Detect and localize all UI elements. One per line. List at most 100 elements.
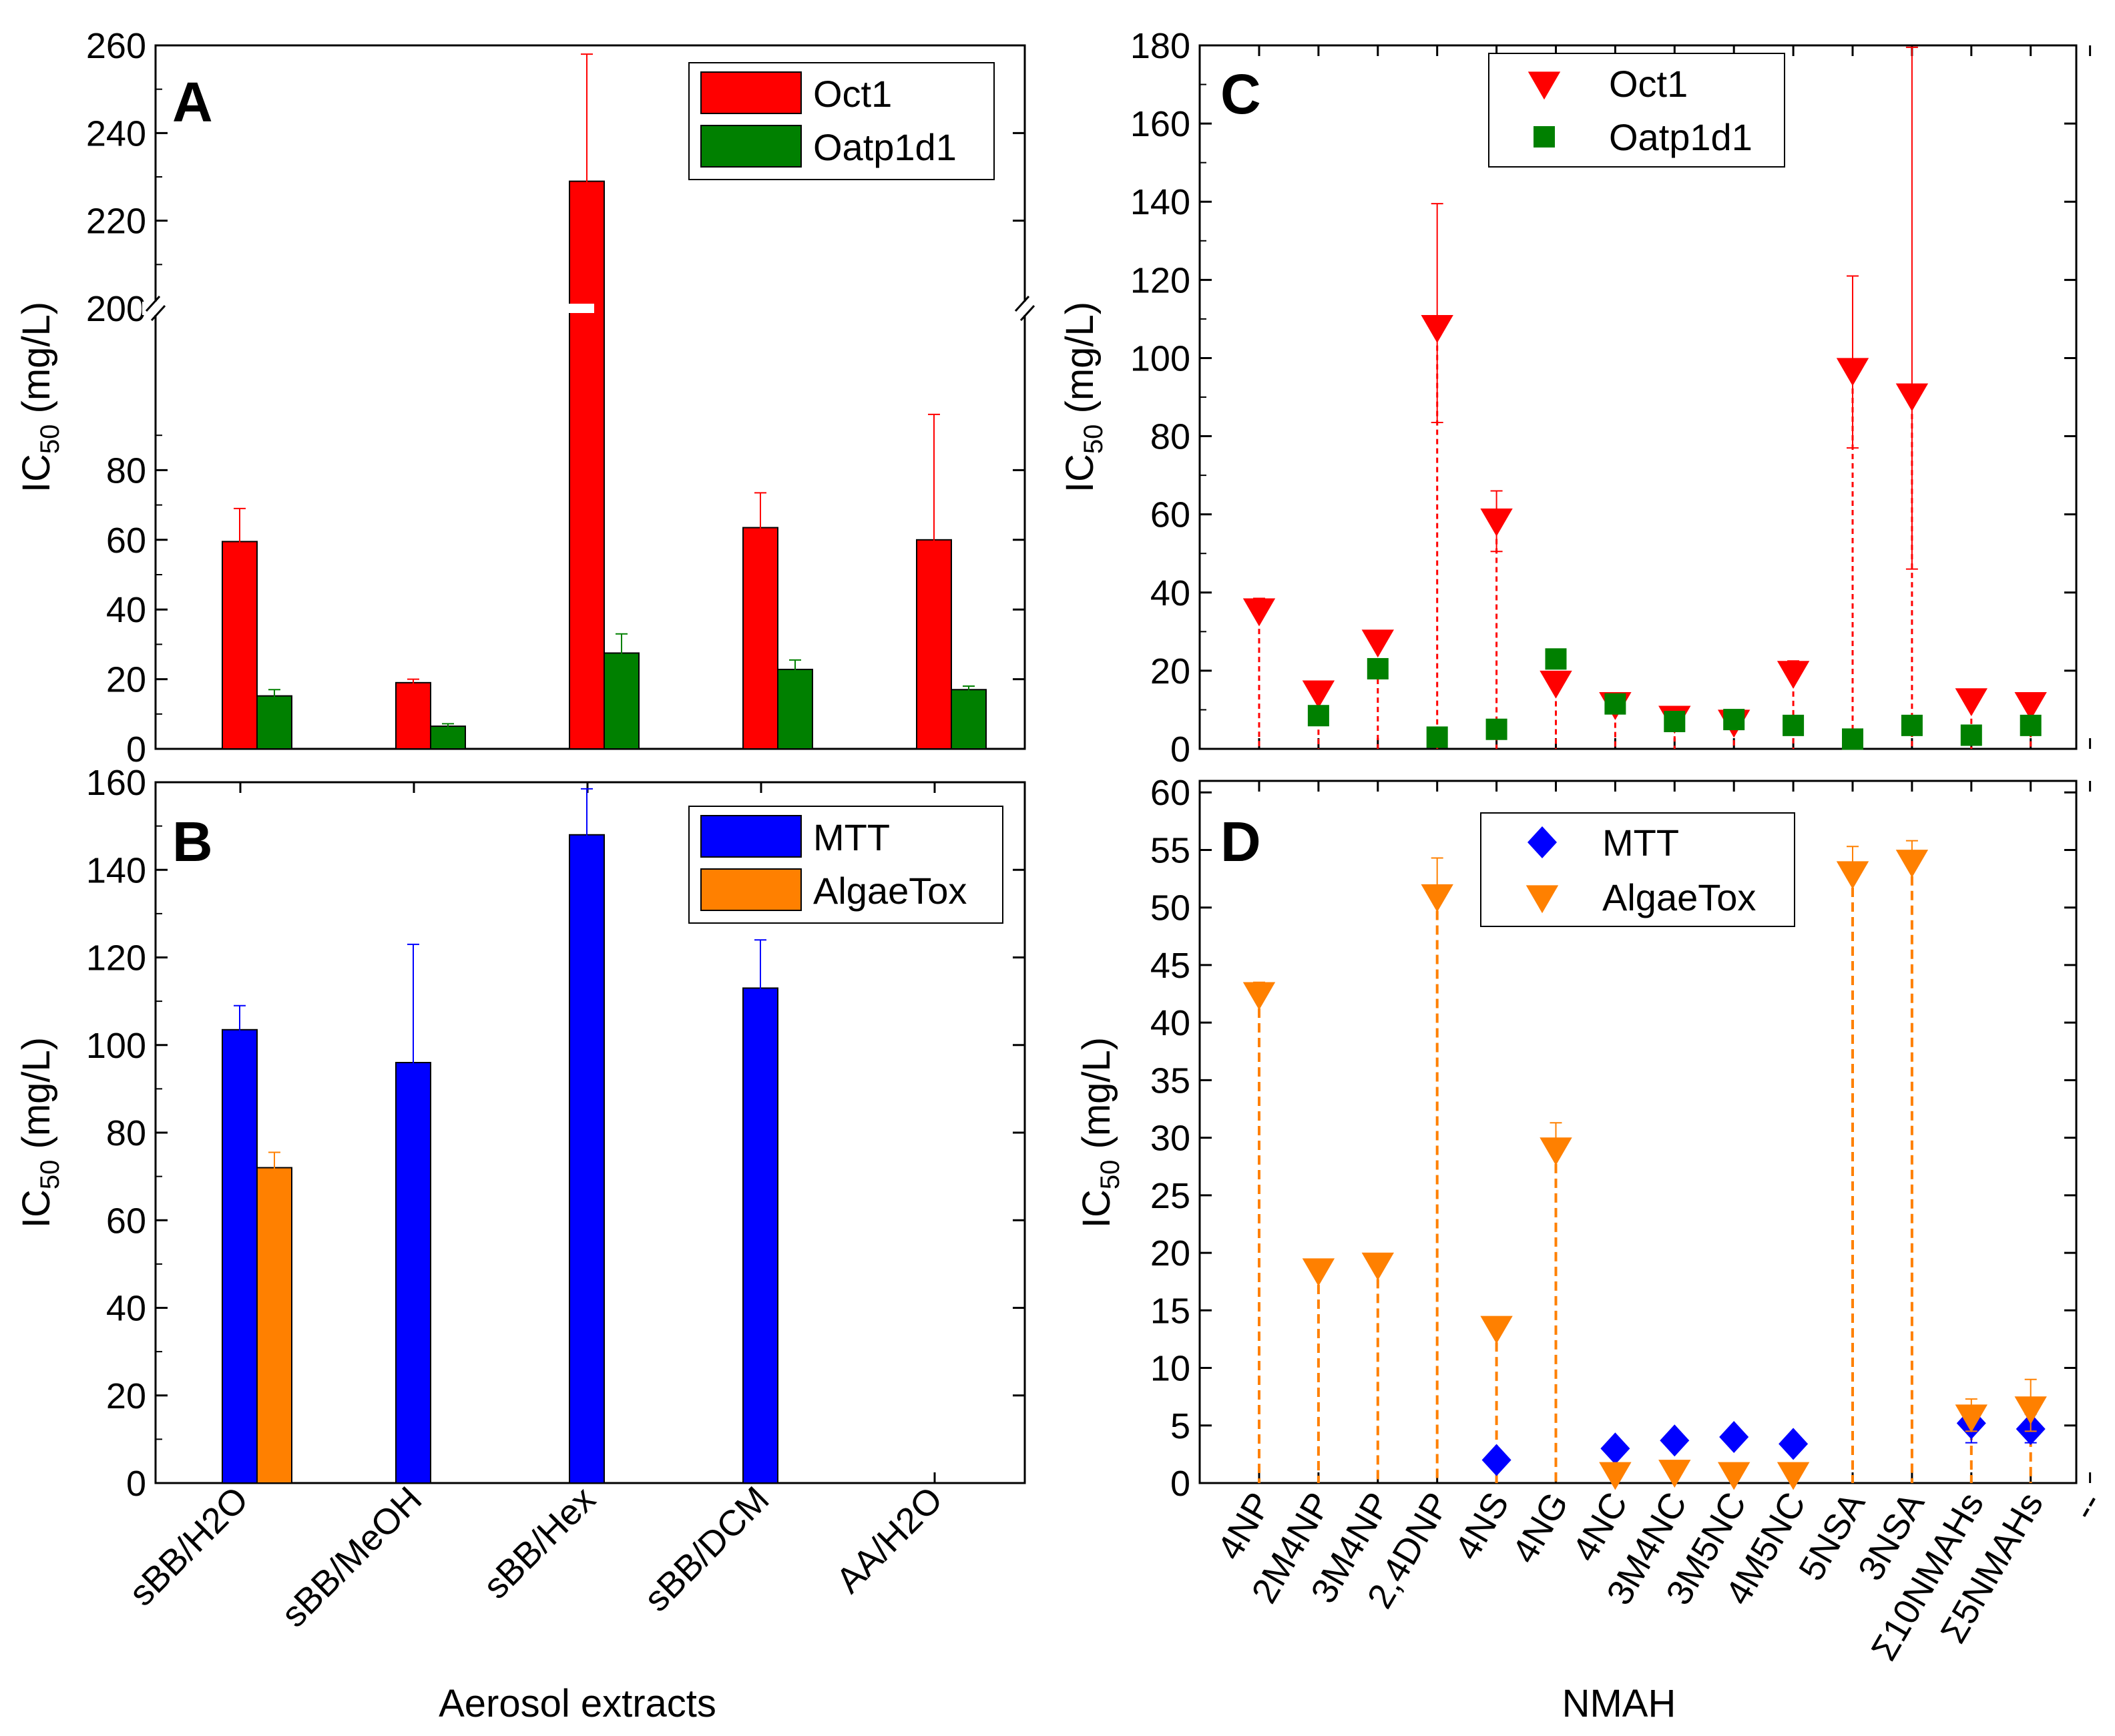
axis-break-gap-right — [1011, 302, 1038, 315]
panel-d: 0510152025303540455055604NP2M4NP3M4NP2,4… — [1075, 773, 2110, 1667]
legend-marker-oct1 — [1528, 71, 1561, 100]
point-oatp1d1-1 — [1307, 705, 1329, 727]
y-tick-label-b: 140 — [86, 850, 146, 890]
axis-break-mark-right — [1019, 304, 1035, 322]
x-tick-label-category: sBB/MeOH — [274, 1479, 429, 1635]
y-axis-title-d: IC50 (mg/L) — [1075, 1037, 1125, 1228]
y-tick-label-b: 60 — [106, 1201, 146, 1241]
y-tick-label-c: 160 — [1130, 104, 1190, 144]
legend-swatch-oct1 — [700, 71, 802, 114]
y-tick-label-d: 15 — [1150, 1291, 1190, 1331]
y-tick-label-d: 40 — [1150, 1003, 1190, 1043]
bar-oatp1d1-1 — [430, 726, 466, 750]
y-tick-label-c: 20 — [1150, 651, 1190, 691]
y-tick-label-c: 60 — [1150, 495, 1190, 535]
point-oatp1d1-7 — [1664, 711, 1686, 733]
bar-oatp1d1-0 — [256, 695, 292, 750]
y-tick-label-a: 240 — [86, 113, 146, 154]
y-tick-label-c: 40 — [1150, 573, 1190, 613]
legend-a: Oct1 Oatp1d1 — [688, 62, 995, 180]
legend-label-mtt: MTT — [813, 816, 890, 858]
bar-oct1-3 — [742, 527, 778, 750]
legend-label-algaetox: AlgaeTox — [813, 870, 967, 912]
legend-marker-oatp1d1 — [1534, 126, 1555, 148]
y-tick-label-b: 0 — [126, 1464, 146, 1504]
x-tick-label-compound: -- — [2064, 1486, 2110, 1526]
point-oct1-12 — [1955, 688, 1987, 717]
x-tick-label-compound: 4NS — [1447, 1486, 1517, 1566]
y-tick-label-d: 55 — [1150, 830, 1190, 870]
panel-a: 0 20 40 60 80 200 220 240 260 A IC50 (mg/L) Oct1 Oat… — [15, 26, 1038, 770]
x-tick-label-compound: 4NG — [1504, 1486, 1576, 1570]
y-tick-label-c: 0 — [1170, 730, 1190, 770]
y-tick-label-b: 100 — [86, 1026, 146, 1066]
bar-mtt-2 — [569, 834, 605, 1484]
y-tick-label-d: 60 — [1150, 773, 1190, 813]
y-tick-label-d: 10 — [1150, 1349, 1190, 1389]
point-algaetox-2 — [1361, 1252, 1394, 1281]
point-mtt-4 — [1481, 1444, 1511, 1476]
point-algaetox-3 — [1421, 884, 1453, 912]
y-tick-label-b: 20 — [106, 1376, 146, 1416]
legend-box-d — [1480, 812, 1795, 927]
y-axis-title-c: IC50 (mg/L) — [1058, 302, 1108, 493]
y-tick-label-a: 260 — [86, 26, 146, 66]
point-oatp1d1-9 — [1783, 714, 1805, 736]
x-axis-title-right: NMAH — [1562, 1682, 1676, 1725]
point-oct1-0 — [1242, 598, 1276, 627]
panel-c: 0 20 40 60 80 100 120 140 160 180 C IC50 (mg/L) Oct1… — [1058, 26, 2092, 770]
y-axis-title-b: IC50 (mg/L) — [15, 1037, 65, 1228]
y-tick-label-c: 140 — [1130, 182, 1190, 222]
bar-mtt-3 — [742, 987, 778, 1484]
y-tick-label-a: 20 — [106, 660, 146, 700]
point-algaetox-9 — [1777, 1462, 1810, 1490]
bar-oct1-0 — [222, 541, 258, 750]
y-tick-label-c: 100 — [1130, 338, 1190, 378]
x-axis-title-left: Aerosol extracts — [439, 1682, 716, 1725]
bar-oatp1d1-4 — [951, 689, 987, 750]
y-tick-label-a: 40 — [106, 590, 146, 630]
y-tick-label-d: 30 — [1150, 1119, 1190, 1159]
y-tick-label-c: 120 — [1130, 260, 1190, 300]
legend-label-algaetox: AlgaeTox — [1602, 876, 1756, 918]
bar-oct1-1 — [395, 681, 431, 750]
point-oct1-3 — [1421, 315, 1453, 343]
point-oatp1d1-11 — [1901, 714, 1923, 736]
point-algaetox-1 — [1302, 1258, 1335, 1287]
point-oatp1d1-10 — [1842, 728, 1863, 750]
point-mtt-7 — [1660, 1424, 1690, 1457]
y-tick-label-b: 40 — [106, 1289, 146, 1329]
point-oatp1d1-4 — [1485, 718, 1507, 740]
point-oatp1d1-2 — [1367, 657, 1389, 679]
bar-oatp1d1-3 — [777, 668, 813, 750]
point-algaetox-6 — [1599, 1462, 1632, 1490]
point-oatp1d1-3 — [1426, 726, 1448, 748]
axis-break-mark-right — [1014, 295, 1030, 312]
x-axis-labels: Aerosol extracts NMAH — [439, 1682, 1676, 1725]
x-tick-label-category: sBB/DCM — [636, 1479, 776, 1619]
panel-label-d: D — [1220, 810, 1261, 873]
point-oatp1d1-13 — [2020, 714, 2042, 736]
point-oct1-9 — [1777, 661, 1810, 689]
point-oatp1d1-6 — [1604, 693, 1626, 715]
point-algaetox-5 — [1540, 1137, 1572, 1166]
point-oct1-10 — [1836, 358, 1869, 386]
y-tick-label-a: 80 — [106, 451, 146, 491]
y-tick-label-c: 180 — [1130, 26, 1190, 66]
point-oatp1d1-8 — [1723, 709, 1745, 731]
axis-break-mark-left — [145, 295, 161, 312]
legend-b: MTT AlgaeTox — [688, 806, 1003, 924]
point-oct1-1 — [1302, 680, 1335, 709]
y-tick-label-d: 5 — [1170, 1406, 1190, 1446]
point-mtt-9 — [1779, 1428, 1809, 1460]
point-oct1-4 — [1480, 508, 1513, 537]
y-tick-label-b: 80 — [106, 1113, 146, 1153]
point-algaetox-13 — [2014, 1396, 2047, 1425]
legend-label-oatp1d1: Oatp1d1 — [1609, 116, 1752, 158]
y-tick-label-a: 0 — [126, 730, 146, 770]
panel-label-b: B — [172, 810, 213, 873]
panel-label-a: A — [172, 71, 213, 133]
legend-marker-algaetox — [1525, 885, 1559, 914]
legend-c: Oct1 Oatp1d1 — [1488, 53, 1785, 168]
